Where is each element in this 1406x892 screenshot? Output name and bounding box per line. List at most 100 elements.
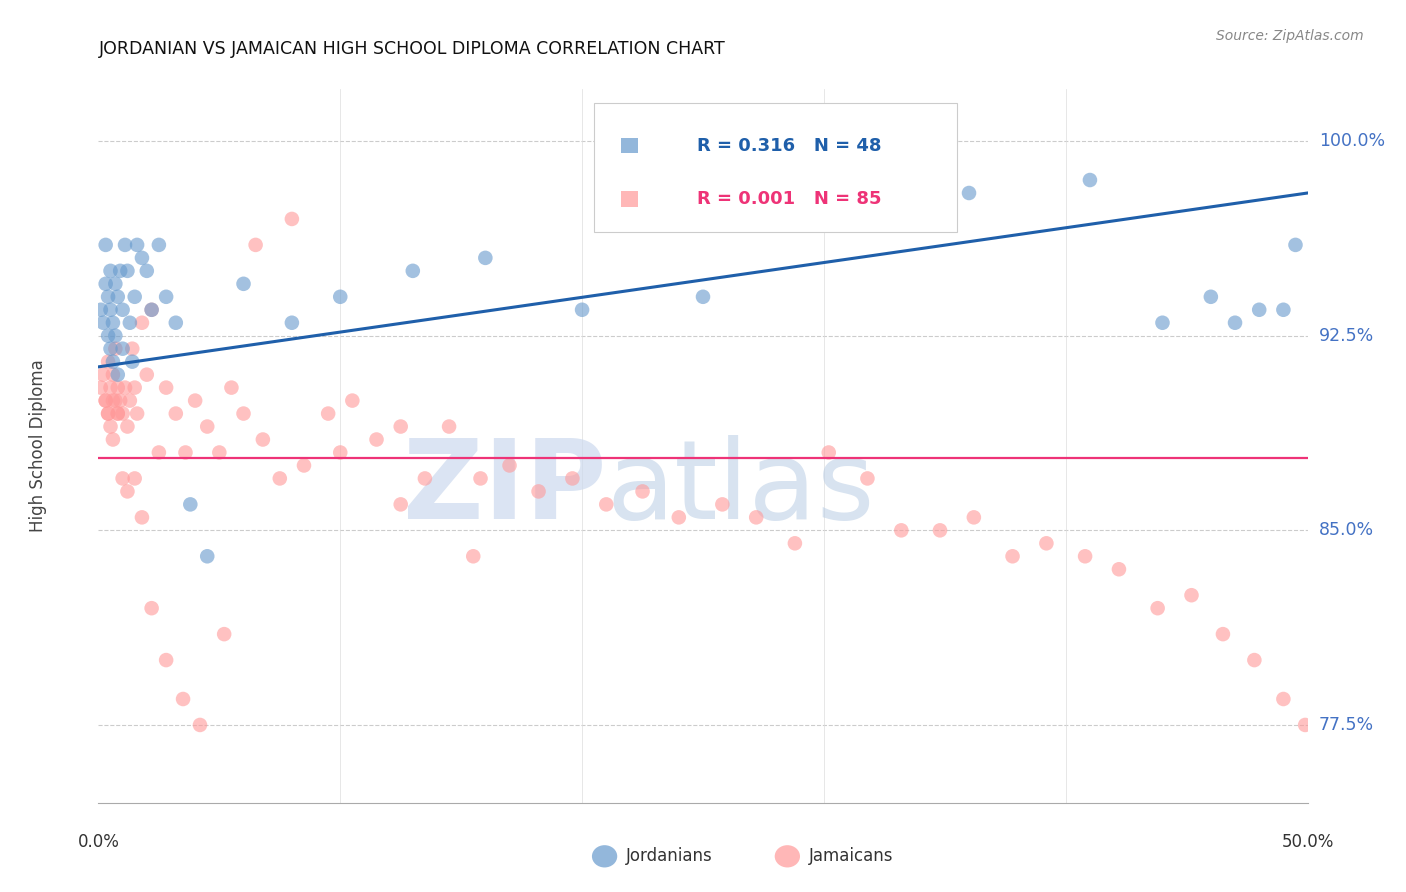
Point — [212, 627, 235, 641]
Point — [114, 381, 136, 395]
Point — [281, 316, 304, 330]
Point — [100, 264, 122, 278]
Point — [561, 471, 583, 485]
Point — [97, 407, 120, 421]
Point — [118, 393, 141, 408]
Point — [269, 471, 291, 485]
Point — [107, 368, 129, 382]
Point — [97, 407, 120, 421]
Point — [148, 445, 170, 459]
Point — [437, 419, 460, 434]
Point — [389, 419, 412, 434]
Point — [837, 211, 859, 226]
Text: 0.0%: 0.0% — [77, 833, 120, 851]
Point — [108, 264, 131, 278]
Point — [631, 484, 654, 499]
Point — [595, 497, 617, 511]
Point — [127, 407, 149, 421]
Point — [1199, 290, 1222, 304]
Point — [1035, 536, 1057, 550]
Point — [1108, 562, 1130, 576]
Point — [1078, 173, 1101, 187]
Point — [366, 433, 388, 447]
Point — [232, 277, 254, 291]
Text: Jamaicans: Jamaicans — [808, 847, 893, 865]
Point — [165, 316, 187, 330]
Point — [1180, 588, 1202, 602]
Point — [121, 354, 143, 368]
Point — [232, 407, 254, 421]
Point — [463, 549, 485, 564]
Point — [101, 393, 124, 408]
Text: 77.5%: 77.5% — [1319, 716, 1374, 734]
Point — [97, 328, 120, 343]
Point — [1249, 302, 1271, 317]
Text: Jordanians: Jordanians — [626, 847, 713, 865]
Point — [172, 692, 194, 706]
Point — [1272, 302, 1295, 317]
Point — [174, 445, 197, 459]
Point — [101, 354, 124, 368]
Point — [711, 497, 734, 511]
Point — [329, 290, 352, 304]
Point — [498, 458, 520, 473]
Point — [101, 368, 124, 382]
Point — [107, 290, 129, 304]
Point — [184, 393, 207, 408]
Point — [470, 471, 492, 485]
Point — [100, 419, 122, 434]
FancyBboxPatch shape — [621, 191, 638, 207]
Point — [107, 381, 129, 395]
Point — [107, 407, 129, 421]
Point — [148, 238, 170, 252]
Point — [890, 524, 912, 538]
Point — [104, 328, 127, 343]
Point — [221, 381, 243, 395]
Point — [195, 419, 218, 434]
Point — [155, 653, 177, 667]
Text: 100.0%: 100.0% — [1319, 132, 1385, 150]
Point — [1284, 238, 1306, 252]
Point — [1272, 692, 1295, 706]
Point — [155, 381, 177, 395]
Point — [957, 186, 980, 200]
Text: atlas: atlas — [606, 435, 875, 542]
Point — [124, 471, 146, 485]
Point — [111, 471, 134, 485]
Point — [281, 211, 304, 226]
Point — [188, 718, 211, 732]
Point — [1294, 718, 1316, 732]
Point — [104, 277, 127, 291]
Point — [90, 302, 112, 317]
Point — [124, 290, 146, 304]
Point — [817, 445, 839, 459]
Text: 92.5%: 92.5% — [1319, 326, 1374, 344]
Point — [131, 316, 153, 330]
Point — [1146, 601, 1168, 615]
Point — [1212, 627, 1234, 641]
Point — [179, 497, 201, 511]
Point — [114, 238, 136, 252]
Point — [117, 484, 139, 499]
Point — [1223, 316, 1246, 330]
Point — [316, 407, 339, 421]
Point — [1243, 653, 1265, 667]
Point — [1074, 549, 1097, 564]
Point — [91, 316, 114, 330]
Point — [118, 316, 141, 330]
Point — [668, 510, 690, 524]
Point — [402, 264, 425, 278]
Point — [104, 393, 127, 408]
Point — [165, 407, 187, 421]
Point — [208, 445, 231, 459]
Text: JORDANIAN VS JAMAICAN HIGH SCHOOL DIPLOMA CORRELATION CHART: JORDANIAN VS JAMAICAN HIGH SCHOOL DIPLOM… — [98, 40, 725, 58]
Point — [329, 445, 352, 459]
Point — [97, 354, 120, 368]
Point — [292, 458, 315, 473]
Point — [1152, 316, 1174, 330]
Point — [124, 381, 146, 395]
Point — [135, 264, 157, 278]
Point — [571, 302, 593, 317]
Point — [245, 238, 267, 252]
Text: 85.0%: 85.0% — [1319, 521, 1374, 540]
